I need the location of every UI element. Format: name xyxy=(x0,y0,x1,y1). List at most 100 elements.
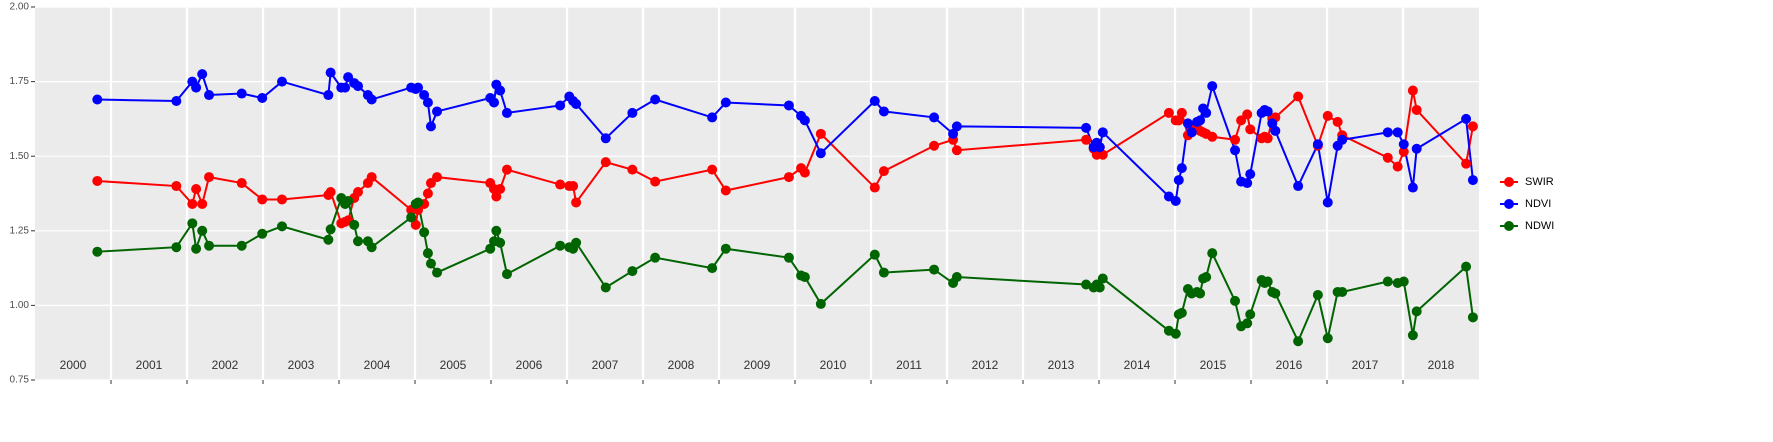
data-point xyxy=(650,252,661,263)
y-tick-label: 1.25 xyxy=(10,225,30,236)
data-point xyxy=(1262,133,1273,144)
data-point xyxy=(277,194,287,205)
data-point xyxy=(1094,142,1105,153)
data-point xyxy=(1467,312,1478,323)
x-tick-label: 2018 xyxy=(1428,358,1455,372)
data-point xyxy=(929,140,940,151)
data-point xyxy=(1332,116,1343,127)
data-point xyxy=(495,237,506,248)
data-point xyxy=(878,106,889,117)
data-point xyxy=(1407,182,1418,193)
data-point xyxy=(491,225,502,236)
y-tick-label: 1.00 xyxy=(10,300,30,311)
data-point xyxy=(1270,288,1281,299)
data-point xyxy=(869,249,880,260)
data-point xyxy=(600,133,611,144)
x-tick-label: 2003 xyxy=(288,358,315,372)
x-tick-label: 2015 xyxy=(1200,358,1227,372)
x-tick-label: 2004 xyxy=(364,358,391,372)
data-point xyxy=(1245,309,1256,320)
data-point xyxy=(1461,158,1472,169)
data-point xyxy=(1322,197,1333,208)
data-point xyxy=(1392,161,1403,172)
x-tick-label: 2008 xyxy=(668,358,695,372)
data-point xyxy=(495,184,506,195)
data-point xyxy=(422,188,433,199)
data-point xyxy=(325,67,336,78)
data-point xyxy=(1407,85,1418,96)
data-point xyxy=(1176,307,1187,318)
y-tick-label: 0.75 xyxy=(10,375,30,386)
data-point xyxy=(1242,178,1253,189)
x-tick-label: 2014 xyxy=(1124,358,1151,372)
data-point xyxy=(1398,139,1409,150)
data-point xyxy=(571,197,582,208)
data-point xyxy=(1173,175,1184,186)
data-point xyxy=(1262,106,1273,117)
data-point xyxy=(951,121,962,132)
x-tick-label: 2016 xyxy=(1276,358,1303,372)
data-point xyxy=(1322,110,1333,121)
data-point xyxy=(353,187,363,198)
x-tick-label: 2010 xyxy=(820,358,847,372)
data-point xyxy=(277,221,287,232)
data-point xyxy=(432,172,443,183)
data-point xyxy=(600,282,611,293)
data-point xyxy=(1245,124,1256,135)
data-point xyxy=(627,164,638,175)
y-tick-label: 1.75 xyxy=(10,76,30,87)
data-point xyxy=(951,145,962,156)
data-point xyxy=(1230,295,1241,306)
data-point xyxy=(1461,261,1472,272)
legend-label: NDWI xyxy=(1525,220,1554,232)
y-tick-label: 1.50 xyxy=(10,151,30,162)
data-point xyxy=(422,97,433,108)
data-point xyxy=(1170,195,1181,206)
x-tick-label: 2006 xyxy=(516,358,543,372)
data-point xyxy=(432,267,443,278)
data-point xyxy=(191,243,202,254)
data-point xyxy=(1097,273,1108,284)
data-point xyxy=(1182,118,1193,129)
data-point xyxy=(501,107,512,118)
data-point xyxy=(236,240,247,251)
data-point xyxy=(197,225,208,236)
data-point xyxy=(1195,115,1206,126)
data-point xyxy=(627,107,638,118)
data-point xyxy=(1262,276,1273,287)
data-point xyxy=(1176,163,1187,174)
legend-marker xyxy=(1504,177,1514,187)
data-point xyxy=(707,263,718,274)
data-point xyxy=(366,94,377,105)
data-point xyxy=(236,88,247,99)
data-point xyxy=(257,228,268,239)
data-point xyxy=(1467,121,1478,132)
data-point xyxy=(1081,134,1092,145)
data-point xyxy=(1230,134,1241,145)
data-point xyxy=(720,243,731,254)
data-point xyxy=(187,218,198,229)
data-point xyxy=(419,90,430,101)
data-point xyxy=(1398,146,1409,157)
data-point xyxy=(1270,125,1281,136)
data-point xyxy=(815,148,826,159)
data-point xyxy=(257,194,268,205)
data-point xyxy=(878,166,889,177)
data-point xyxy=(257,93,268,104)
x-tick-label: 2005 xyxy=(440,358,467,372)
data-point xyxy=(501,164,512,175)
data-point xyxy=(1322,333,1333,344)
data-point xyxy=(489,97,500,108)
data-point xyxy=(568,181,579,192)
data-point xyxy=(1467,175,1478,186)
x-tick-label: 2013 xyxy=(1048,358,1075,372)
data-point xyxy=(1411,306,1422,317)
data-point xyxy=(1081,279,1092,290)
data-point xyxy=(191,184,202,195)
data-point xyxy=(869,95,880,106)
data-point xyxy=(799,272,810,283)
data-point xyxy=(1195,288,1206,299)
data-point xyxy=(951,272,962,283)
data-point xyxy=(707,164,718,175)
